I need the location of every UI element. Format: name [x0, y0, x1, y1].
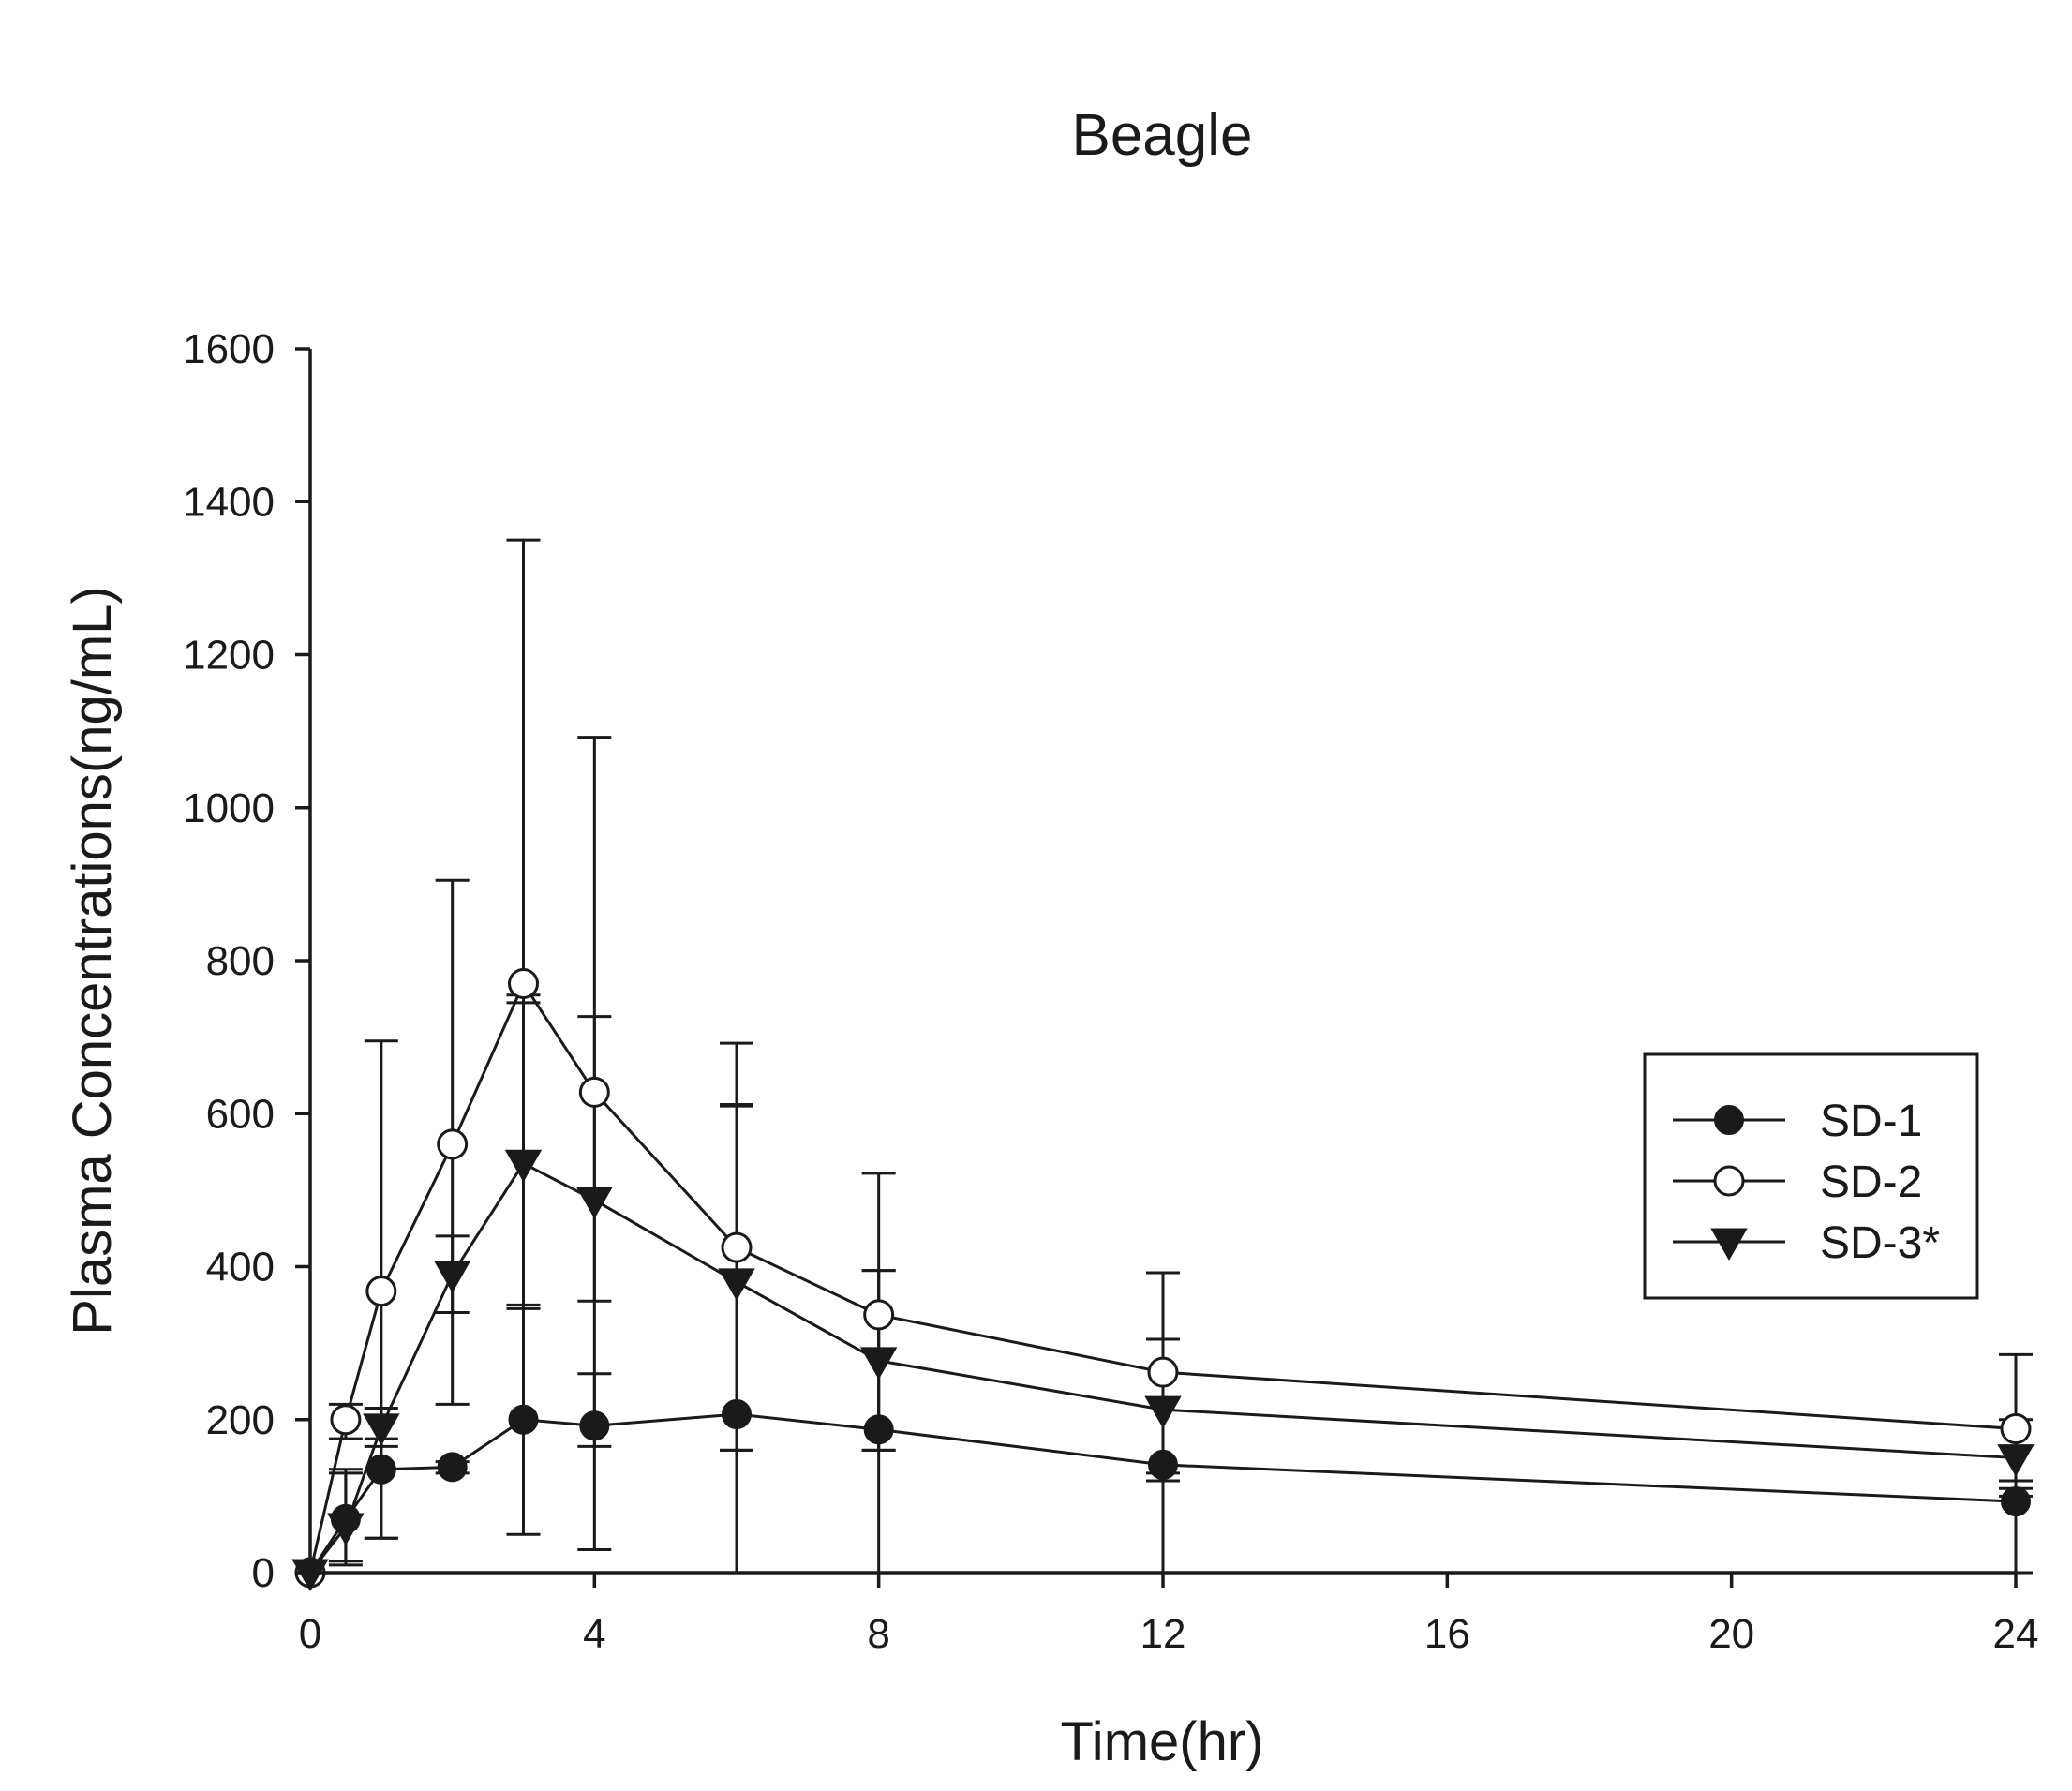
y-tick-label: 1200 [183, 633, 275, 679]
series-line-sd3 [308, 1161, 2017, 1574]
data-point [1148, 1449, 1178, 1480]
y-tick-label: 800 [206, 938, 275, 984]
legend-label: SD-2 [1820, 1157, 1922, 1207]
data-point [575, 1186, 614, 1219]
legend-item-sd3: SD-3* [1673, 1218, 1940, 1268]
x-tick-label: 24 [1993, 1611, 2039, 1657]
y-tick-label: 1400 [183, 479, 275, 525]
y-axis-ticks: 0 200 400 600 800 1000 1200 1400 1600 [183, 326, 310, 1596]
legend: SD-1 SD-2 SD-3* [1643, 1052, 1979, 1300]
x-tick-label: 20 [1708, 1611, 1754, 1657]
data-point [330, 1404, 362, 1436]
x-tick-label: 8 [867, 1611, 889, 1657]
data-point [504, 1149, 543, 1183]
legend-item-sd2: SD-2 [1673, 1157, 1922, 1207]
data-point [2000, 1413, 2032, 1445]
data-point [721, 1231, 753, 1263]
data-point [437, 1452, 468, 1483]
data-point [327, 1513, 365, 1546]
data-point [1997, 1444, 2035, 1477]
data-point [579, 1410, 610, 1441]
x-tick-label: 0 [299, 1611, 321, 1657]
x-tick-label: 4 [583, 1611, 605, 1657]
y-tick-label: 200 [206, 1397, 275, 1443]
y-tick-label: 600 [206, 1091, 275, 1137]
legend-marker [1710, 1228, 1748, 1261]
x-axis-ticks: 0 4 8 12 16 20 24 [299, 1573, 2039, 1657]
legend-label: SD-1 [1820, 1097, 1922, 1146]
y-tick-label: 0 [252, 1550, 275, 1596]
data-point [508, 967, 539, 999]
legend-marker [1713, 1165, 1745, 1197]
y-tick-label: 400 [206, 1245, 275, 1291]
series-line-sd1 [308, 1412, 2017, 1574]
data-point [859, 1347, 898, 1380]
y-axis-title: Plasma Concentrations(ng/mL) [62, 586, 123, 1335]
data-point [863, 1414, 894, 1445]
legend-label: SD-3* [1820, 1218, 1940, 1268]
data-point [578, 1076, 610, 1108]
data-point [718, 1268, 755, 1301]
data-point [863, 1299, 895, 1331]
x-axis-title: Time(hr) [1061, 1711, 1264, 1772]
x-tick-label: 12 [1140, 1611, 1186, 1657]
data-point [365, 1276, 397, 1307]
legend-marker [1714, 1105, 1744, 1135]
data-point [437, 1128, 469, 1160]
chart-title: Beagle [1071, 103, 1252, 168]
legend-item-sd1: SD-1 [1673, 1097, 1922, 1146]
legend-box [1643, 1052, 1979, 1300]
data-point [365, 1454, 396, 1485]
series-line-sd2 [308, 980, 2017, 1574]
data-point [433, 1261, 471, 1293]
data-point [363, 1413, 400, 1446]
y-tick-label: 1000 [183, 785, 275, 831]
data-point [508, 1404, 539, 1435]
x-tick-label: 16 [1424, 1611, 1470, 1657]
y-tick-label: 1600 [183, 326, 275, 372]
data-point [2001, 1486, 2031, 1517]
data-point [722, 1399, 752, 1430]
data-point [1144, 1395, 1182, 1429]
data-point [1147, 1356, 1179, 1388]
